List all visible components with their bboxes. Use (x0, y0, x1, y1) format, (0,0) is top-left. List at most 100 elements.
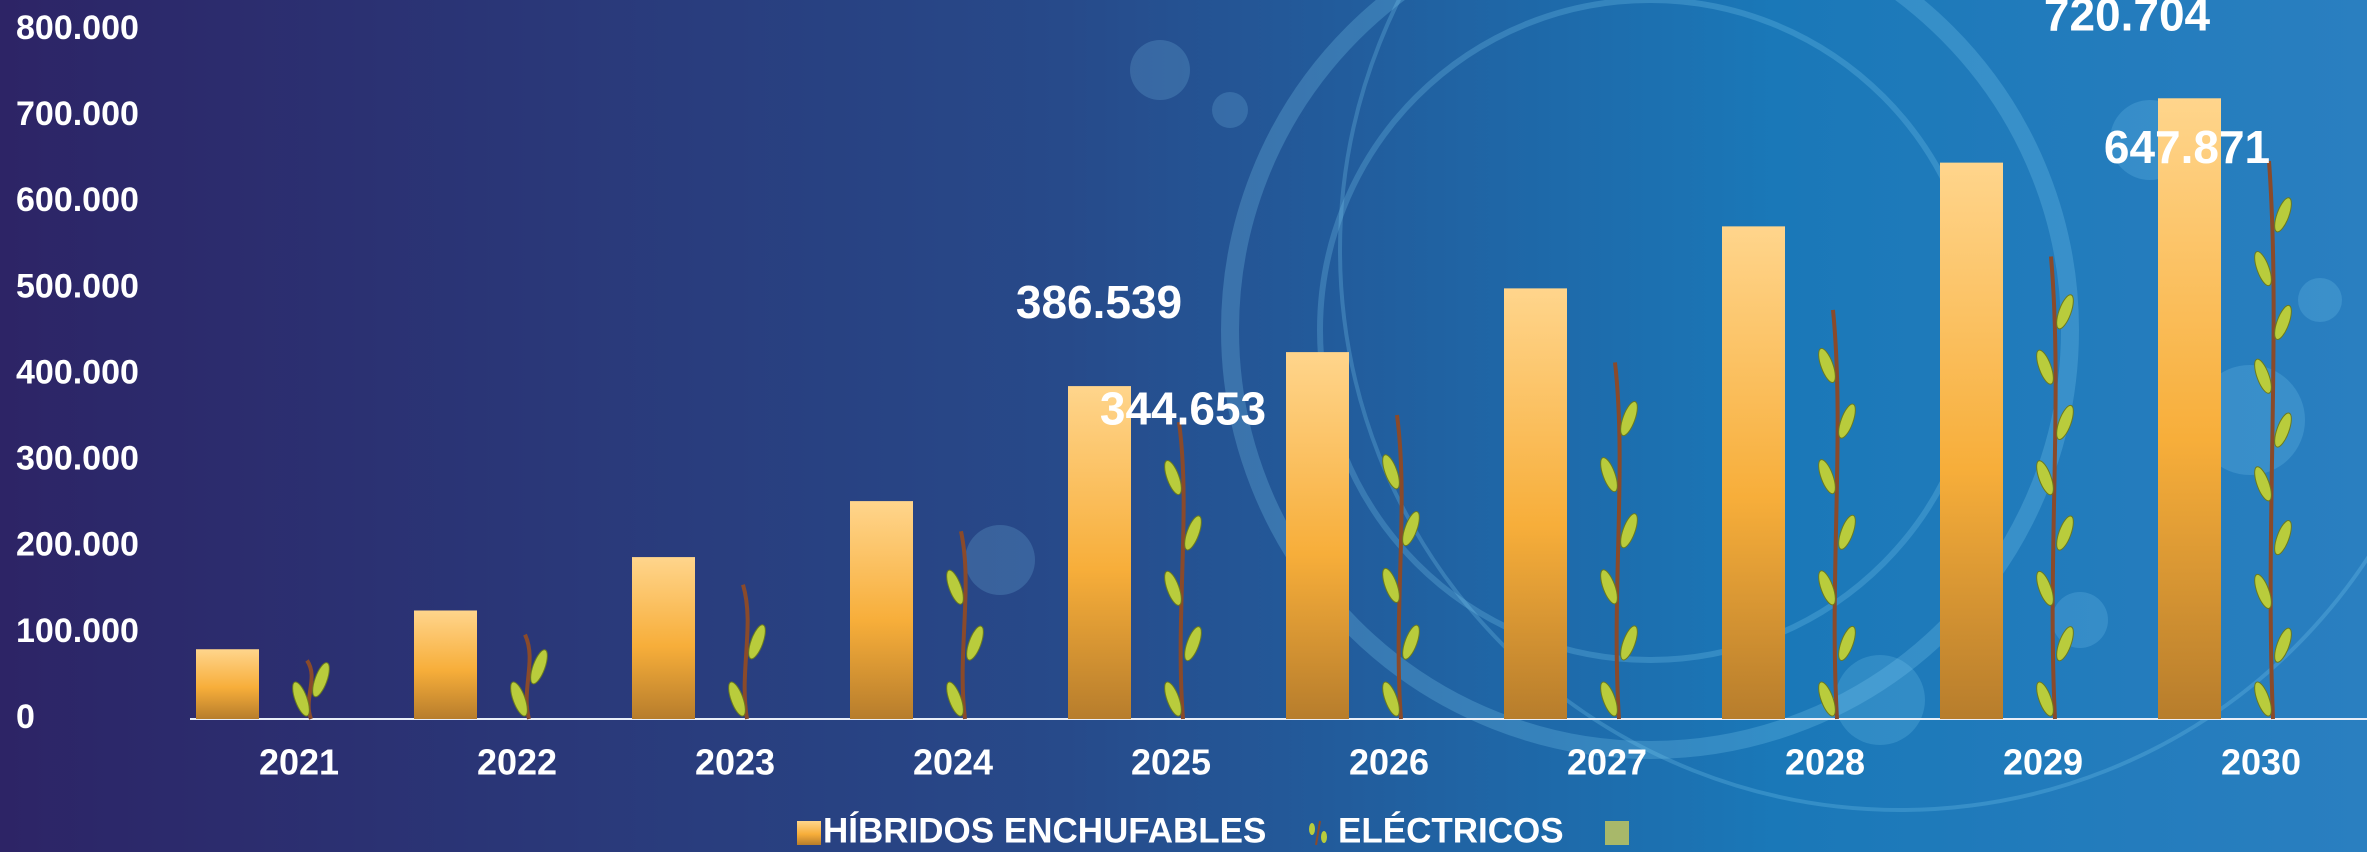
plant-leaf (1818, 570, 1836, 606)
plant-leaf (2274, 520, 2292, 556)
plant-leaf (1184, 626, 1202, 662)
legend-swatch (797, 821, 821, 845)
y-tick-label: 300.000 (16, 440, 139, 478)
plant-leaf (1382, 567, 1400, 603)
plant-bar (2036, 256, 2074, 720)
plant-stem (1831, 309, 1840, 720)
plant-leaf (946, 569, 964, 605)
plant-leaf (1402, 624, 1420, 660)
plant-leaf (510, 681, 528, 717)
bar (1286, 352, 1349, 719)
plant-leaf (2254, 466, 2272, 502)
plant-leaf (1818, 459, 1836, 495)
value-label: 720.704 (2044, 0, 2211, 40)
legend-leaf (1321, 831, 1327, 843)
plant-leaf (312, 662, 330, 698)
bar (2158, 98, 2221, 719)
bar (1940, 162, 2003, 719)
y-tick-label: 100.000 (16, 612, 139, 650)
plant-leaf (2274, 197, 2292, 233)
plant-bar (1382, 414, 1420, 720)
bar (414, 610, 477, 719)
bar (850, 501, 913, 719)
plant-leaf (1838, 625, 1856, 661)
plant-leaf (1620, 513, 1638, 549)
legend-leaf (1309, 823, 1315, 835)
plant-leaf (2056, 404, 2074, 440)
x-tick-label: 2029 (2003, 742, 2083, 783)
plant-leaf (1838, 514, 1856, 550)
plant-leaf (2274, 627, 2292, 663)
x-tick-label: 2027 (1567, 742, 1647, 783)
bar (1068, 386, 1131, 719)
plant-stem (1395, 414, 1404, 720)
plant-leaf (1382, 454, 1400, 490)
legend-label: ELÉCTRICOS (1338, 810, 1564, 850)
plant-stem (2049, 256, 2058, 720)
legend-label: HÍBRIDOS ENCHUFABLES (823, 810, 1266, 850)
plant-stem (1177, 421, 1186, 720)
plant-bar (1818, 309, 1856, 720)
x-tick-label: 2030 (2221, 742, 2301, 783)
plant-leaf (2254, 573, 2272, 609)
plant-leaf (1620, 400, 1638, 437)
plant-bar (2254, 160, 2292, 720)
y-tick-label: 800.000 (16, 9, 139, 47)
plant-bar (946, 530, 984, 720)
y-tick-label: 400.000 (16, 353, 139, 391)
x-tick-label: 2024 (913, 742, 993, 783)
plant-leaf (2036, 460, 2054, 496)
plant-leaf (1164, 459, 1182, 496)
plant-leaf (2056, 626, 2074, 662)
plant-bar (292, 659, 330, 720)
plant-leaf (946, 681, 964, 717)
plant-leaf (2254, 251, 2272, 287)
plant-leaf (1818, 681, 1836, 717)
plant-leaf (1600, 457, 1618, 493)
plant-leaf (1164, 681, 1182, 717)
plant-leaf (1818, 347, 1836, 384)
plant-leaf (728, 681, 746, 717)
plant-leaf (2254, 681, 2272, 717)
bar (1504, 288, 1567, 719)
plant-bar (728, 584, 766, 720)
x-tick-label: 2023 (695, 742, 775, 783)
bar (632, 557, 695, 719)
value-label: 344.653 (1100, 382, 1266, 434)
y-tick-label: 200.000 (16, 526, 139, 564)
x-tick-label: 2021 (259, 742, 339, 783)
bar (196, 649, 259, 719)
plant-bar (1600, 362, 1638, 720)
plant-leaf (2254, 358, 2272, 394)
plant-leaf (2036, 681, 2054, 717)
plant-leaf (1600, 569, 1618, 605)
plant-leaf (748, 624, 766, 660)
plant-leaf (1402, 511, 1420, 547)
y-tick-label: 500.000 (16, 267, 139, 305)
plant-leaf (2274, 412, 2292, 448)
plant-bar (510, 633, 548, 720)
value-label: 386.539 (1016, 276, 1182, 328)
y-tick-label: 0 (16, 698, 35, 736)
plant-leaf (1184, 515, 1202, 551)
plant-leaf (2036, 349, 2054, 385)
value-label: 647.871 (2104, 121, 2270, 173)
plant-stem (959, 530, 968, 720)
plant-leaf (1838, 403, 1856, 439)
plant-bar (1164, 421, 1202, 720)
legend-swatch (1309, 820, 1327, 846)
x-tick-label: 2022 (477, 742, 557, 783)
plant-stem (741, 584, 750, 720)
plant-leaf (1600, 681, 1618, 717)
plant-leaf (2056, 294, 2074, 330)
plant-leaf (1382, 681, 1400, 717)
plant-leaf (2274, 304, 2292, 340)
bar (1722, 226, 1785, 720)
x-tick-label: 2025 (1131, 742, 1211, 783)
plant-stem (2267, 160, 2276, 720)
plant-leaf (2036, 570, 2054, 606)
plant-leaf (530, 649, 548, 685)
y-tick-label: 700.000 (16, 95, 139, 133)
